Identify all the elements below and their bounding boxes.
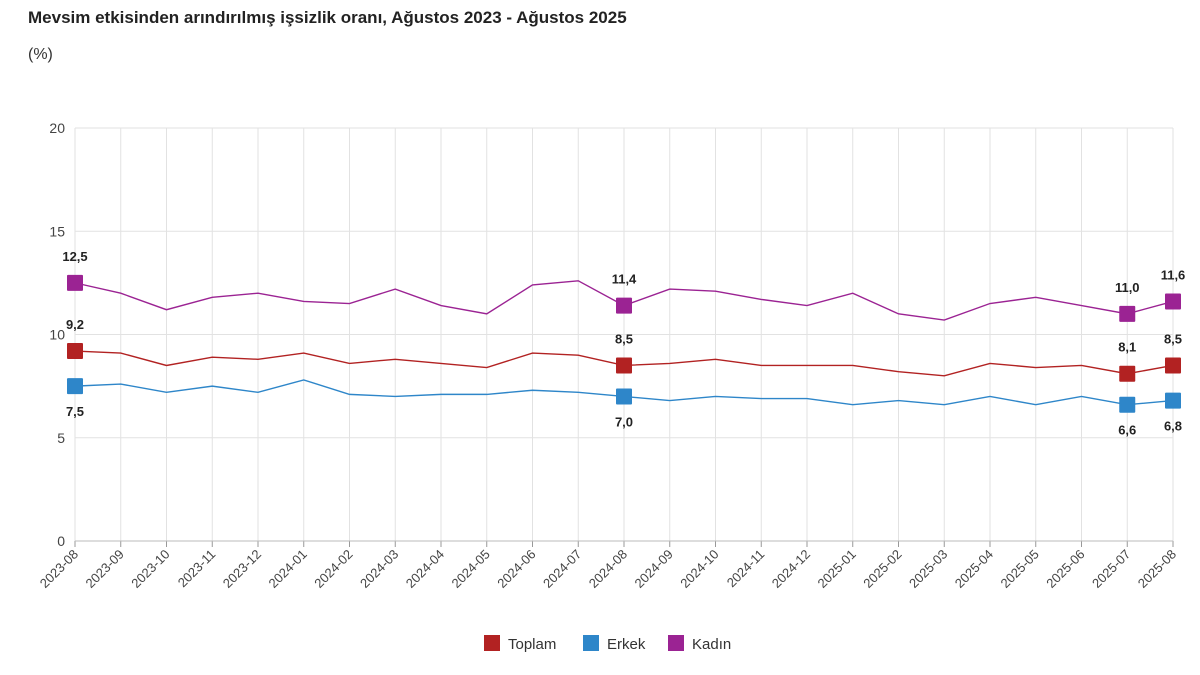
x-tick-label: 2025-02 [860, 547, 904, 591]
x-tick-label: 2023-10 [128, 547, 172, 591]
legend-swatch [583, 635, 599, 651]
x-tick-label: 2025-03 [906, 547, 950, 591]
legend-swatch [484, 635, 500, 651]
data-label: 8,5 [615, 331, 633, 346]
series-markers [67, 274, 1181, 413]
marker-kadın [67, 274, 83, 291]
legend-item-erkek[interactable]: Erkek [583, 635, 646, 653]
marker-toplam [1165, 357, 1181, 374]
legend-label: Toplam [508, 636, 556, 653]
y-tick-label: 5 [57, 430, 65, 446]
x-tick-label: 2024-04 [403, 547, 447, 591]
x-tick-label: 2023-09 [83, 547, 127, 591]
y-tick-label: 10 [49, 327, 65, 343]
data-label: 7,5 [66, 404, 84, 419]
x-tick-label: 2023-08 [37, 547, 81, 591]
x-tick-label: 2023-11 [175, 547, 219, 591]
marker-toplam [1119, 365, 1136, 382]
y-tick-label: 20 [49, 120, 65, 136]
legend-swatch [668, 635, 684, 651]
x-tick-label: 2025-06 [1043, 547, 1087, 591]
y-axis: 0 5 10 15 20 [49, 120, 65, 549]
x-tick-label: 2025-07 [1089, 547, 1133, 591]
data-label: 11,0 [1115, 280, 1140, 295]
data-labels: 9,2 8,5 8,1 8,5 7,5 7,0 6,6 6,8 12,5 11,4 11,0 11,6 [62, 249, 1185, 438]
marker-kadın [1165, 293, 1181, 310]
data-label: 6,6 [1118, 423, 1136, 438]
x-tick-label: 2024-05 [449, 547, 493, 591]
x-tick-label: 2024-11 [724, 547, 768, 591]
x-tick-label: 2024-07 [540, 547, 584, 591]
marker-erkek [1165, 392, 1181, 409]
x-tick-label: 2023-12 [220, 547, 264, 591]
marker-erkek [616, 388, 632, 405]
marker-toplam [616, 357, 632, 374]
data-label: 8,5 [1164, 331, 1182, 346]
x-tick-label: 2024-06 [494, 547, 538, 591]
data-label: 11,4 [612, 272, 637, 287]
x-tick-label: 2024-03 [357, 547, 401, 591]
data-label: 9,2 [66, 317, 84, 332]
x-tick-label: 2024-12 [769, 547, 813, 591]
x-tick-label: 2024-08 [586, 547, 630, 591]
x-axis: 2023-08 2023-09 2023-10 2023-11 2023-12 2024-… [37, 540, 1179, 591]
x-tick-label: 2024-02 [311, 547, 355, 591]
x-tick-label: 2024-09 [632, 547, 676, 591]
data-label: 8,1 [1118, 340, 1136, 355]
marker-kadın [616, 297, 632, 314]
y-tick-label: 0 [57, 533, 65, 549]
x-tick-label: 2024-01 [266, 547, 310, 591]
y-tick-label: 15 [49, 223, 65, 239]
chart-title: Mevsim etkisinden arındırılmış işsizlik … [28, 8, 627, 27]
data-label: 6,8 [1164, 419, 1182, 434]
unit-label: (%) [28, 46, 53, 63]
data-label: 12,5 [62, 249, 87, 264]
legend-item-toplam[interactable]: Toplam [484, 635, 556, 653]
grid [74, 127, 1174, 542]
legend[interactable]: Toplam Erkek Kadın [484, 635, 731, 653]
x-tick-label: 2025-04 [952, 547, 996, 591]
marker-toplam [67, 343, 83, 360]
x-tick-label: 2024-10 [677, 547, 721, 591]
x-tick-label: 2025-08 [1135, 547, 1179, 591]
x-tick-label: 2025-05 [998, 547, 1042, 591]
x-tick-label: 2025-01 [815, 547, 859, 591]
data-label: 11,6 [1161, 267, 1186, 282]
marker-kadın [1119, 305, 1136, 322]
marker-erkek [1119, 396, 1136, 413]
legend-label: Kadın [692, 636, 731, 653]
legend-item-kadın[interactable]: Kadın [668, 635, 731, 653]
marker-erkek [67, 378, 83, 395]
legend-label: Erkek [607, 636, 646, 653]
data-label: 7,0 [615, 414, 633, 429]
